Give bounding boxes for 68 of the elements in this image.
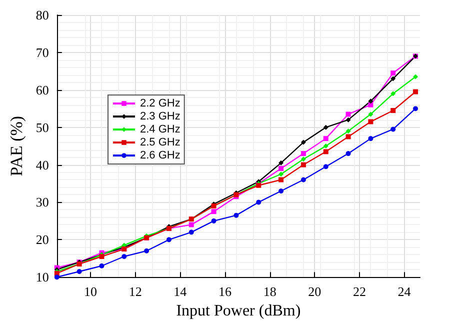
point — [323, 164, 328, 170]
point — [188, 222, 194, 228]
x-tick-label: 10 — [84, 284, 98, 300]
point — [390, 126, 396, 132]
point — [122, 254, 127, 260]
y-tick-label: 40 — [36, 157, 49, 172]
x-tick-label: 12 — [128, 284, 142, 300]
point — [300, 140, 306, 145]
x-tick-label: 18 — [263, 284, 276, 300]
point — [166, 237, 172, 242]
point — [278, 166, 284, 172]
point — [346, 117, 351, 122]
point — [323, 124, 328, 130]
x-tick-label: 16 — [218, 284, 232, 300]
point — [413, 74, 418, 80]
point — [368, 136, 374, 142]
point — [99, 263, 104, 268]
point — [346, 151, 351, 156]
point — [300, 151, 306, 156]
point — [390, 91, 396, 96]
point — [413, 106, 418, 112]
point — [390, 108, 396, 113]
point — [54, 274, 60, 280]
point — [368, 112, 374, 117]
point — [76, 268, 82, 274]
point — [234, 212, 239, 218]
point — [390, 70, 396, 76]
point — [278, 172, 284, 177]
point — [323, 149, 328, 154]
point — [413, 89, 418, 94]
y-tick-label: 30 — [36, 194, 49, 210]
point — [300, 177, 306, 182]
y-tick-label: 50 — [36, 120, 49, 135]
y-tick-label: 80 — [36, 8, 49, 22]
point — [368, 102, 374, 108]
y-tick-label: 60 — [36, 82, 49, 98]
x-tick-label: 24 — [398, 284, 412, 300]
legend-label: 2.3 GHz — [140, 110, 180, 122]
legend-label: 2.5 GHz — [140, 136, 180, 148]
y-tick-label: 20 — [36, 232, 49, 248]
point — [368, 119, 374, 124]
point — [346, 112, 351, 117]
x-axis-title: Input Power (dBm) — [176, 302, 301, 320]
x-tick-label: 22 — [352, 284, 366, 300]
point — [368, 98, 374, 104]
point — [323, 144, 328, 149]
point — [144, 248, 150, 254]
y-axis-title: PAE (%) — [7, 116, 26, 176]
x-tick-label: 20 — [308, 284, 322, 300]
point — [323, 136, 328, 142]
point — [346, 134, 351, 140]
point — [390, 76, 396, 82]
point — [346, 128, 351, 134]
y-tick-label: 10 — [36, 270, 49, 285]
point — [278, 177, 284, 182]
legend-label: 2.6 GHz — [140, 150, 180, 162]
point — [278, 188, 284, 194]
point — [300, 162, 306, 168]
x-tick-label: 14 — [174, 284, 188, 300]
legend-label: 2.2 GHz — [140, 98, 180, 110]
point — [188, 230, 194, 235]
legend-label: 2.4 GHz — [140, 124, 180, 136]
y-tick-label: 70 — [36, 44, 49, 60]
point — [278, 160, 284, 166]
point — [256, 200, 262, 205]
point — [211, 218, 216, 224]
point — [300, 156, 306, 162]
point — [211, 209, 216, 214]
